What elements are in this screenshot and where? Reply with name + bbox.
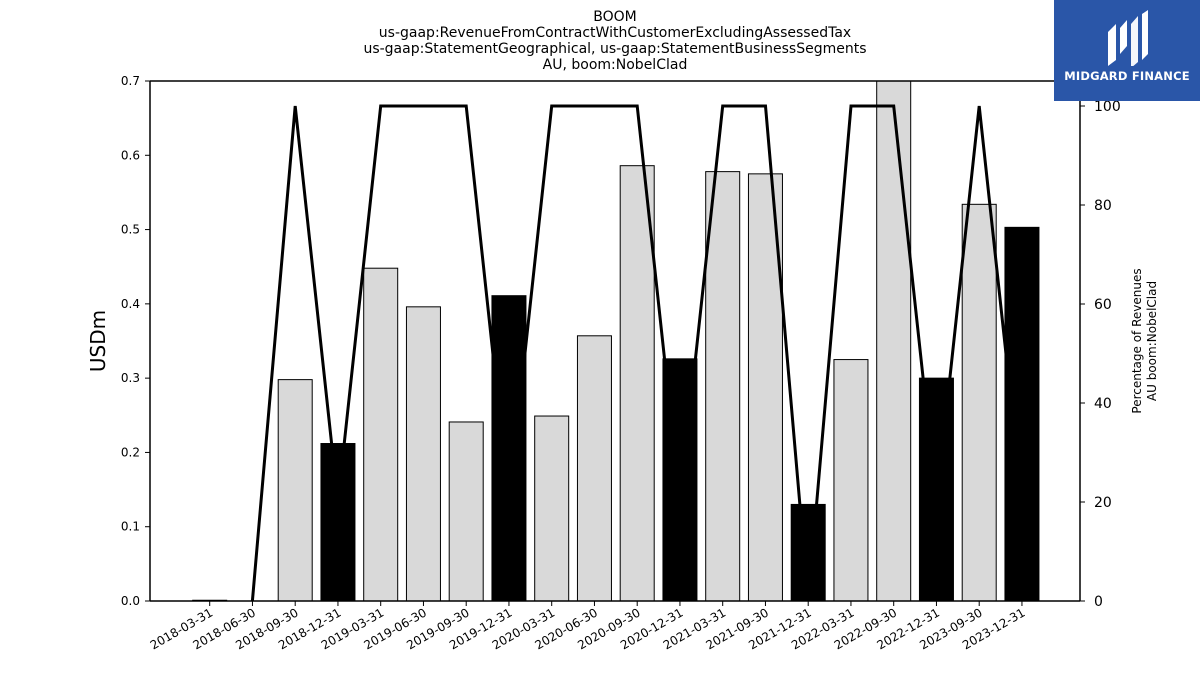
bar-2019-12-31 xyxy=(491,295,527,601)
y2-tick-label: 80 xyxy=(1094,198,1112,214)
percentage-line xyxy=(250,104,1024,601)
title-line-1: BOOM xyxy=(593,9,636,25)
bar-2022-03-31 xyxy=(833,359,869,601)
title-line-2: us-gaap:RevenueFromContractWithCustomerE… xyxy=(379,25,851,41)
midgard-finance-logo: MIDGARD FINANCE xyxy=(1054,0,1200,101)
bar-2019-03-31 xyxy=(363,267,399,601)
y2-tick-label: 20 xyxy=(1094,495,1112,511)
logo-text: MIDGARD FINANCE xyxy=(1064,69,1190,83)
bar-2018-09-30 xyxy=(277,379,313,601)
y-tick-label: 0.0 xyxy=(121,594,140,608)
y-tick-label: 0.7 xyxy=(121,74,140,88)
bar-2021-03-31 xyxy=(705,171,741,601)
bar-2020-09-30 xyxy=(619,165,655,601)
bar-2023-12-31 xyxy=(1004,226,1040,601)
bar-2019-06-30 xyxy=(405,306,441,601)
y2-tick-label: 60 xyxy=(1094,297,1112,313)
y-tick-label: 0.2 xyxy=(121,445,140,459)
y-tick-label: 0.4 xyxy=(121,297,140,311)
title-line-3: us-gaap:StatementGeographical, us-gaap:S… xyxy=(363,41,866,57)
y-axis-label: USDm xyxy=(86,310,110,372)
bar-2022-09-30 xyxy=(876,81,912,601)
y2-tick-label: 0 xyxy=(1094,594,1103,610)
midgard-logo-icon xyxy=(1108,10,1148,66)
y2-tick-label: 100 xyxy=(1094,99,1121,115)
y-tick-label: 0.6 xyxy=(121,148,140,162)
y2-axis-label-line-2: AU boom:NobelClad xyxy=(1145,281,1159,401)
bar-2018-12-31 xyxy=(320,443,356,601)
bar-2020-06-30 xyxy=(576,335,612,601)
bar-2023-09-30 xyxy=(961,203,997,601)
bar-2019-09-30 xyxy=(448,421,484,601)
y2-tick-label: 40 xyxy=(1094,396,1112,412)
y-tick-label: 0.5 xyxy=(121,223,140,237)
y-tick-label: 0.1 xyxy=(121,520,140,534)
title-line-4: AU, boom:NobelClad xyxy=(543,57,688,73)
percentage-line-layer xyxy=(250,104,1024,601)
chart-title: BOOM us-gaap:RevenueFromContractWithCust… xyxy=(363,9,866,73)
bar-2020-03-31 xyxy=(534,415,570,601)
y2-axis-label-line-1: Percentage of Revenues xyxy=(1130,268,1144,413)
y-tick-label: 0.3 xyxy=(121,371,140,385)
